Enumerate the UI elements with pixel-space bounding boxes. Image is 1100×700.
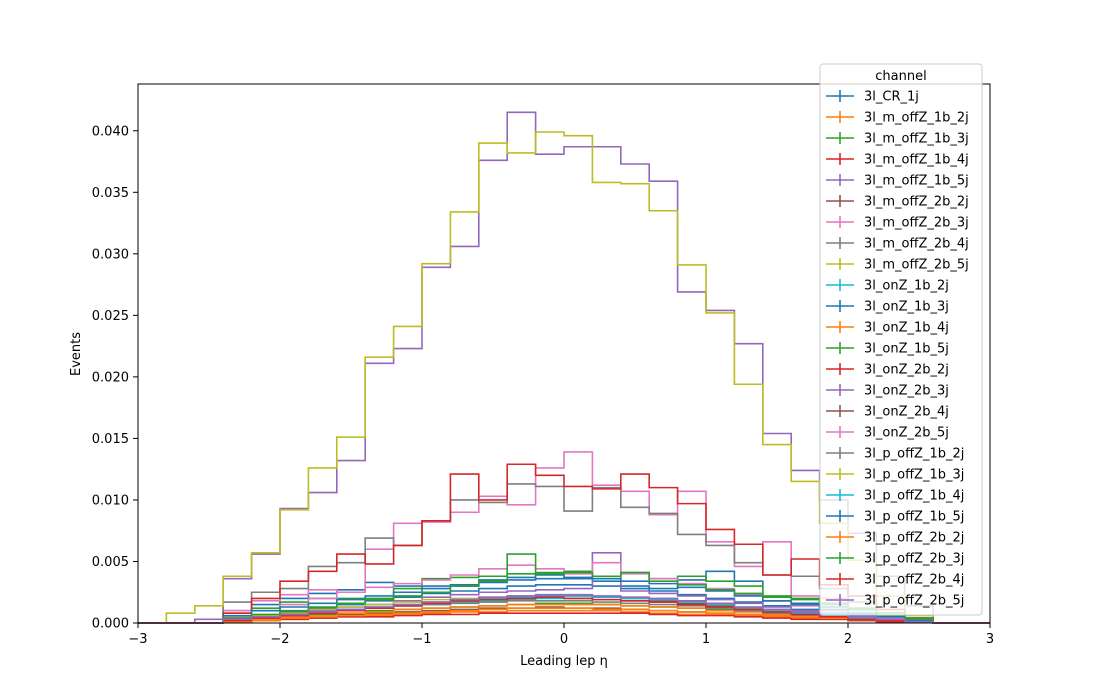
legend: channel 3l_CR_1j 3l_m_offZ_1b_2j 3l_m_offZ_… <box>819 63 983 616</box>
legend-label: 3l_m_offZ_2b_2j <box>864 195 969 210</box>
legend-item: 3l_onZ_2b_2j <box>826 363 949 378</box>
legend-item: 3l_onZ_2b_4j <box>826 405 949 420</box>
legend-item: 3l_onZ_1b_3j <box>826 300 949 315</box>
legend-label: 3l_m_offZ_1b_5j <box>864 174 969 189</box>
legend-item: 3l_p_offZ_1b_2j <box>826 447 964 462</box>
x-tick-label: −3 <box>128 632 147 647</box>
axes-layer: −3 −2 −1 0 1 2 3 0.000 0.005 0.010 0.015 0.020 0.025… <box>92 83 994 647</box>
legend-item: 3l_m_offZ_2b_5j <box>826 258 969 273</box>
y-tick-label: 0.015 <box>92 432 129 447</box>
legend-item: 3l_onZ_1b_2j <box>826 279 949 294</box>
legend-label: 3l_onZ_2b_2j <box>864 363 949 378</box>
legend-label: 3l_p_offZ_2b_4j <box>864 573 964 588</box>
y-tick-label: 0.020 <box>92 370 129 385</box>
legend-label: 3l_p_offZ_1b_4j <box>864 489 964 504</box>
x-tick-label: −2 <box>270 632 289 647</box>
legend-label: 3l_m_offZ_1b_3j <box>864 132 969 147</box>
legend-box <box>819 63 983 616</box>
legend-label: 3l_p_offZ_2b_5j <box>864 594 964 609</box>
legend-item: 3l_m_offZ_1b_3j <box>826 132 969 147</box>
x-axis-title: Leading lep η <box>520 654 608 669</box>
legend-item: 3l_m_offZ_2b_2j <box>826 195 969 210</box>
legend-item: 3l_p_offZ_2b_4j <box>826 573 964 588</box>
legend-label: 3l_p_offZ_2b_3j <box>864 552 964 567</box>
legend-label: 3l_p_offZ_1b_5j <box>864 510 964 525</box>
legend-item: 3l_onZ_2b_5j <box>826 426 949 441</box>
x-tick-label: 2 <box>844 632 852 647</box>
legend-item: 3l_p_offZ_2b_5j <box>826 594 964 609</box>
legend-label: 3l_onZ_1b_4j <box>864 321 949 336</box>
legend-item: 3l_onZ_2b_3j <box>826 384 949 399</box>
x-tick-label: −1 <box>412 632 431 647</box>
legend-item: 3l_p_offZ_1b_3j <box>826 468 964 483</box>
legend-label: 3l_m_offZ_2b_4j <box>864 237 969 252</box>
legend-label: 3l_onZ_2b_3j <box>864 384 949 399</box>
y-tick-label: 0.000 <box>92 617 129 632</box>
legend-label: 3l_onZ_1b_3j <box>864 300 949 315</box>
legend-item: 3l_m_offZ_1b_4j <box>826 153 969 168</box>
legend-label: 3l_onZ_2b_5j <box>864 426 949 441</box>
legend-item: 3l_m_offZ_1b_5j <box>826 174 969 189</box>
legend-label: 3l_onZ_1b_5j <box>864 342 949 357</box>
legend-item: 3l_CR_1j <box>826 90 919 105</box>
legend-label: 3l_CR_1j <box>864 90 919 105</box>
legend-item: 3l_p_offZ_2b_2j <box>826 531 964 546</box>
legend-label: 3l_onZ_1b_2j <box>864 279 949 294</box>
y-tick-label: 0.005 <box>92 555 129 570</box>
legend-item: 3l_onZ_1b_5j <box>826 342 949 357</box>
x-tick-label: 3 <box>986 632 994 647</box>
y-tick-label: 0.035 <box>92 186 129 201</box>
legend-label: 3l_p_offZ_1b_2j <box>864 447 964 462</box>
x-tick-label: 0 <box>560 632 568 647</box>
legend-label: 3l_m_offZ_1b_4j <box>864 153 969 168</box>
legend-label: 3l_p_offZ_2b_2j <box>864 531 964 546</box>
legend-item: 3l_onZ_1b_4j <box>826 321 949 336</box>
legend-title: channel <box>875 69 926 84</box>
y-axis-title: Events <box>69 332 84 376</box>
legend-item: 3l_p_offZ_1b_5j <box>826 510 964 525</box>
legend-item: 3l_p_offZ_1b_4j <box>826 489 964 504</box>
x-tick-label: 1 <box>702 632 710 647</box>
legend-label: 3l_m_offZ_2b_5j <box>864 258 969 273</box>
legend-label: 3l_m_offZ_1b_2j <box>864 111 969 126</box>
legend-label: 3l_p_offZ_1b_3j <box>864 468 964 483</box>
legend-item: 3l_m_offZ_1b_2j <box>826 111 969 126</box>
legend-label: 3l_m_offZ_2b_3j <box>864 216 969 231</box>
legend-item: 3l_m_offZ_2b_4j <box>826 237 969 252</box>
y-tick-label: 0.025 <box>92 309 129 324</box>
y-tick-label: 0.040 <box>92 124 129 139</box>
legend-item: 3l_m_offZ_2b_3j <box>826 216 969 231</box>
legend-label: 3l_onZ_2b_4j <box>864 405 949 420</box>
y-tick-label: 0.030 <box>92 247 129 262</box>
y-tick-label: 0.010 <box>92 493 129 508</box>
legend-item: 3l_p_offZ_2b_3j <box>826 552 964 567</box>
